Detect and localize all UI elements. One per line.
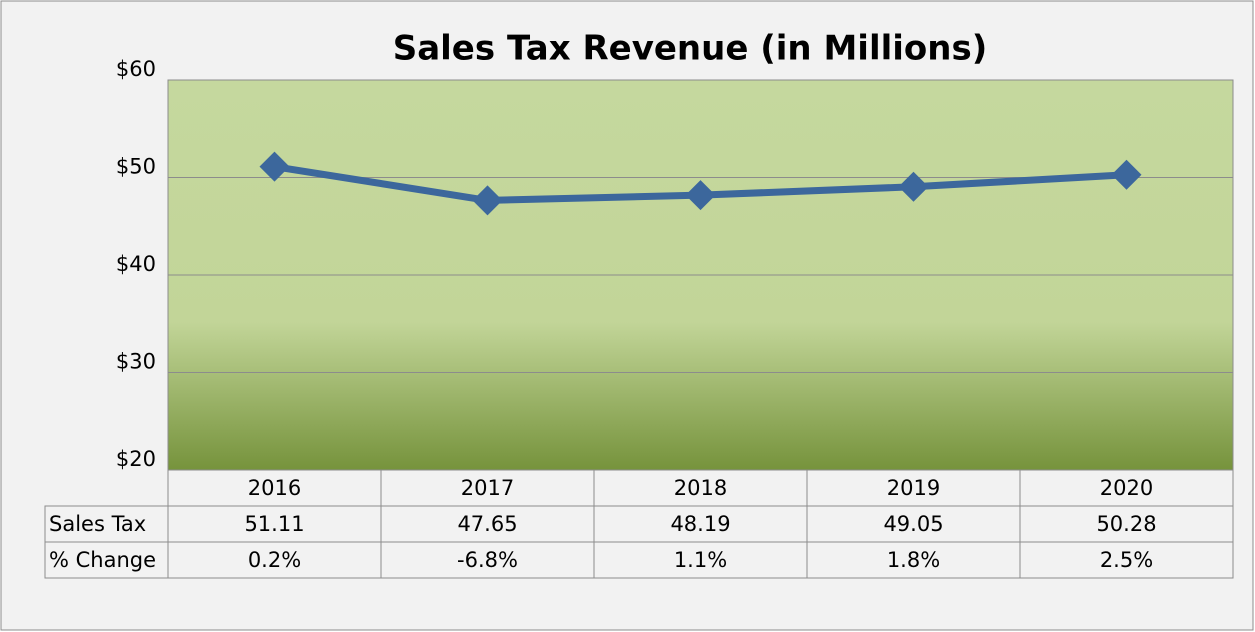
table-value: 2.5%	[1100, 548, 1153, 572]
table-value: 1.1%	[674, 548, 727, 572]
y-tick-label: $40	[116, 252, 156, 276]
row-label: Sales Tax	[49, 512, 146, 536]
marker	[1111, 159, 1142, 190]
table-value: 51.11	[244, 512, 304, 536]
table-value: 0.2%	[248, 548, 301, 572]
x-tick-label: 2019	[887, 476, 940, 500]
table-value: 49.05	[883, 512, 943, 536]
x-tick-label: 2016	[248, 476, 301, 500]
marker	[472, 185, 503, 216]
marker	[259, 151, 290, 182]
x-tick-label: 2020	[1100, 476, 1153, 500]
y-tick-label: $60	[116, 57, 156, 81]
table-value: -6.8%	[457, 548, 518, 572]
x-tick-label: 2017	[461, 476, 514, 500]
table-value: 47.65	[457, 512, 517, 536]
marker	[898, 171, 929, 202]
table-cell	[1019, 541, 1234, 579]
table-value: 50.28	[1096, 512, 1156, 536]
table-value: 48.19	[670, 512, 730, 536]
table-value: 1.8%	[887, 548, 940, 572]
chart-title: Sales Tax Revenue (in Millions)	[393, 29, 988, 69]
y-tick-label: $30	[116, 350, 156, 374]
y-tick-label: $50	[116, 155, 156, 179]
y-tick-label: $20	[116, 447, 156, 471]
row-label: % Change	[49, 548, 156, 572]
x-tick-label: 2018	[674, 476, 727, 500]
marker	[685, 180, 716, 211]
